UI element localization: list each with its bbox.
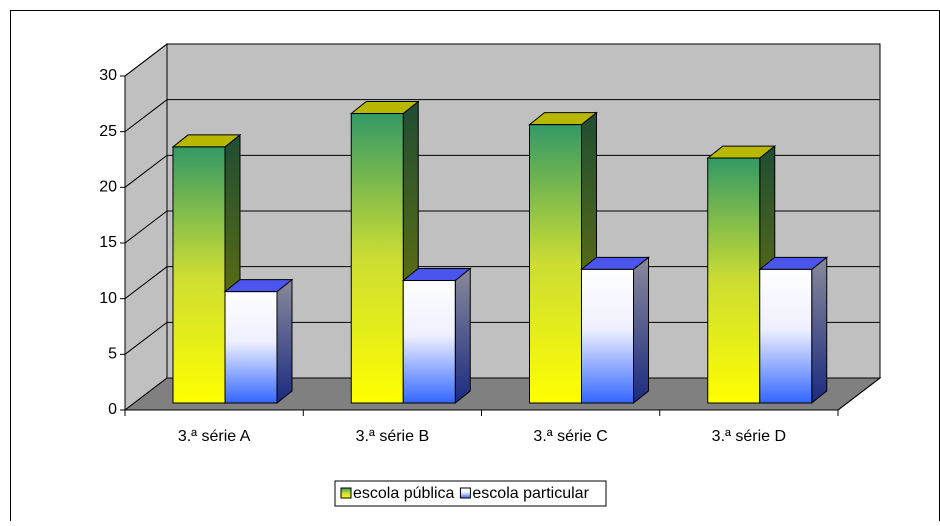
bar — [758, 256, 829, 405]
bar — [171, 133, 242, 405]
bar — [580, 256, 650, 405]
bar — [401, 267, 472, 405]
grid-line — [124, 99, 880, 133]
legend-swatch — [459, 487, 471, 499]
bar-side — [276, 278, 293, 405]
floor-edge — [837, 377, 881, 411]
x-tick-label: 3.ª série C — [533, 428, 607, 445]
bar-front — [172, 146, 226, 404]
bar-front — [759, 268, 813, 404]
bar-front — [529, 124, 582, 404]
y-tick-label: 20 — [99, 179, 117, 196]
legend-label: escola pública — [353, 485, 455, 502]
bar — [706, 145, 777, 405]
bar-front — [224, 291, 278, 404]
bar-side — [811, 256, 828, 405]
y-tick-label: 30 — [99, 67, 117, 84]
x-tick-label: 3.ª série D — [712, 428, 786, 445]
bar-side — [454, 267, 471, 405]
legend-label: escola particular — [472, 485, 589, 502]
y-tick-label: 10 — [99, 290, 117, 307]
legend — [334, 480, 607, 507]
bar-front — [402, 280, 456, 404]
grid-line — [124, 210, 880, 244]
bar-side — [633, 256, 649, 405]
bars — [171, 100, 829, 405]
grid-line — [124, 43, 880, 77]
bar-front — [350, 113, 404, 404]
grid-line — [124, 154, 880, 188]
bar-front — [581, 268, 634, 404]
legend-swatch — [340, 487, 352, 499]
x-tick-label: 3.ª série A — [178, 428, 251, 445]
y-tick-label: 15 — [99, 234, 117, 251]
y-tick-label: 0 — [108, 401, 117, 418]
y-tick-label: 5 — [108, 346, 117, 363]
x-tick-label: 3.ª série B — [356, 428, 430, 445]
bar-front — [707, 157, 761, 404]
y-tick-label: 25 — [99, 123, 117, 140]
bar — [223, 278, 294, 405]
